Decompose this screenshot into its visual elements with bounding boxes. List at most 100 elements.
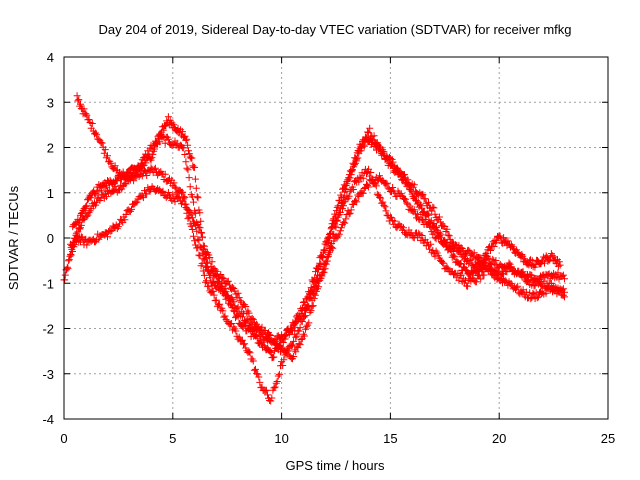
data-point xyxy=(249,327,257,335)
data-point xyxy=(519,271,527,279)
y-tick-labels: -4 -3 -2 -1 0 1 2 3 4 xyxy=(42,50,54,427)
data-point xyxy=(332,213,340,221)
data-point xyxy=(554,262,562,270)
data-point xyxy=(421,195,429,203)
data-point xyxy=(507,263,515,271)
data-point xyxy=(66,252,74,260)
data-point xyxy=(370,132,378,140)
data-point xyxy=(459,251,467,259)
data-point xyxy=(198,233,206,241)
data-point xyxy=(534,293,542,301)
data-point xyxy=(245,309,253,317)
data-point xyxy=(101,146,109,154)
data-point xyxy=(271,383,279,391)
data-point xyxy=(314,264,322,272)
data-point xyxy=(142,159,150,167)
data-point xyxy=(493,237,501,245)
data-point xyxy=(359,141,367,149)
data-point xyxy=(170,179,178,187)
data-point xyxy=(453,242,461,249)
data-point xyxy=(201,251,209,259)
data-point xyxy=(359,174,367,182)
data-point xyxy=(307,307,315,315)
data-point xyxy=(444,231,452,239)
data-point xyxy=(367,169,375,176)
data-point xyxy=(379,146,387,154)
data-point xyxy=(217,271,225,278)
data-point xyxy=(152,140,160,148)
y-tick-label: 0 xyxy=(47,231,54,246)
data-point xyxy=(75,96,83,104)
data-point xyxy=(204,259,212,267)
data-point xyxy=(341,185,349,193)
data-point xyxy=(461,266,469,274)
data-point xyxy=(342,215,350,223)
x-tick-label: 5 xyxy=(169,431,176,446)
data-point xyxy=(190,198,197,206)
data-point xyxy=(188,154,196,162)
data-point xyxy=(366,172,374,180)
data-point xyxy=(436,229,444,237)
data-point xyxy=(171,124,178,131)
data-point xyxy=(381,203,389,211)
data-point xyxy=(479,262,487,270)
data-point xyxy=(94,187,102,195)
data-point xyxy=(222,295,230,303)
data-point xyxy=(126,176,134,184)
y-tick-label: 2 xyxy=(47,141,54,156)
data-point xyxy=(122,173,130,181)
y-axis-label: SDTVAR / TECUs xyxy=(6,185,21,290)
data-point xyxy=(194,235,202,243)
data-point xyxy=(559,271,567,279)
data-point xyxy=(210,291,218,299)
data-point xyxy=(348,167,356,175)
data-point xyxy=(446,244,454,252)
data-point xyxy=(416,200,424,208)
data-point xyxy=(67,251,75,259)
data-point xyxy=(225,297,233,305)
data-point xyxy=(61,271,69,279)
data-point xyxy=(326,231,333,238)
data-point xyxy=(366,124,374,132)
data-point xyxy=(531,281,539,289)
data-point xyxy=(276,342,284,350)
data-point xyxy=(185,150,193,158)
data-point xyxy=(297,336,305,343)
data-point xyxy=(83,212,91,220)
data-point xyxy=(182,136,190,144)
data-point xyxy=(206,254,214,261)
data-point xyxy=(554,269,562,277)
data-point xyxy=(292,319,299,327)
data-point xyxy=(292,333,300,341)
data-point xyxy=(69,248,76,255)
data-point xyxy=(356,173,364,181)
data-point xyxy=(144,184,152,192)
data-point xyxy=(296,324,304,332)
data-point xyxy=(171,183,179,191)
data-point xyxy=(347,206,355,214)
data-point xyxy=(480,271,488,279)
data-point xyxy=(109,187,117,195)
data-point xyxy=(85,209,93,217)
data-point xyxy=(241,340,249,348)
x-tick-label: 15 xyxy=(383,431,397,446)
data-point xyxy=(293,332,301,340)
data-point xyxy=(338,193,346,201)
data-point xyxy=(242,303,250,310)
data-point xyxy=(352,196,360,204)
data-point xyxy=(185,174,193,182)
data-point xyxy=(437,231,445,239)
data-point xyxy=(326,229,334,237)
data-point xyxy=(93,198,101,206)
data-point xyxy=(487,247,494,254)
y-tick-label: -3 xyxy=(42,367,54,382)
data-point xyxy=(186,153,194,161)
data-point xyxy=(212,296,220,304)
data-point xyxy=(240,310,247,318)
data-point xyxy=(139,194,147,202)
data-point xyxy=(249,357,257,365)
data-point xyxy=(268,394,276,402)
data-point xyxy=(465,260,473,268)
data-point xyxy=(64,264,72,272)
